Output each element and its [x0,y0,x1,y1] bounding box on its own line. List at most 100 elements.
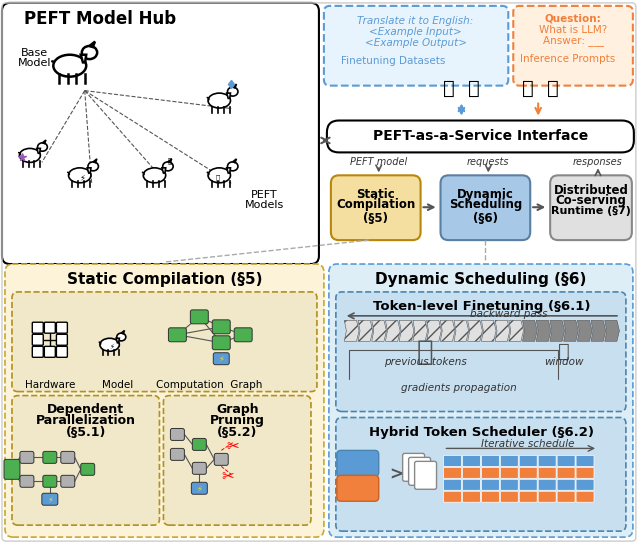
Text: Pruning: Pruning [210,414,264,427]
FancyBboxPatch shape [234,328,252,342]
FancyBboxPatch shape [324,6,508,85]
Polygon shape [233,159,236,163]
FancyBboxPatch shape [336,292,626,411]
Polygon shape [550,320,564,341]
FancyBboxPatch shape [170,448,184,460]
FancyBboxPatch shape [193,438,206,450]
FancyBboxPatch shape [463,467,481,478]
FancyBboxPatch shape [32,335,44,345]
FancyBboxPatch shape [500,467,518,478]
Text: Model: Model [18,58,52,67]
Ellipse shape [163,162,173,171]
Polygon shape [564,320,579,341]
Text: <Example Input>: <Example Input> [369,27,462,37]
Text: 👑: 👑 [167,157,172,164]
Text: PEFT: PEFT [251,190,277,200]
Text: requests: requests [467,157,509,168]
Polygon shape [90,41,95,47]
Polygon shape [162,168,166,173]
Text: Compilation: Compilation [336,197,415,211]
Text: PEFT model: PEFT model [350,157,407,168]
Polygon shape [42,140,46,144]
FancyBboxPatch shape [576,467,594,478]
Polygon shape [577,320,592,341]
FancyBboxPatch shape [61,452,75,463]
FancyBboxPatch shape [42,493,58,505]
Text: ⚡: ⚡ [218,354,224,363]
Text: Graph: Graph [216,403,259,416]
FancyBboxPatch shape [519,455,537,466]
Text: Runtime (§7): Runtime (§7) [551,206,631,216]
FancyBboxPatch shape [463,455,481,466]
Polygon shape [413,320,428,341]
Ellipse shape [88,162,99,171]
Polygon shape [168,159,172,163]
FancyBboxPatch shape [44,347,55,357]
FancyBboxPatch shape [191,483,207,494]
Polygon shape [81,55,86,63]
FancyBboxPatch shape [44,322,55,333]
Text: backward pass: backward pass [470,309,547,319]
Text: previous tokens: previous tokens [384,357,467,367]
Text: Dynamic: Dynamic [457,188,514,201]
FancyBboxPatch shape [337,475,379,501]
FancyBboxPatch shape [440,175,530,240]
Text: gradients propagation: gradients propagation [401,382,516,393]
FancyBboxPatch shape [403,453,424,481]
FancyBboxPatch shape [20,452,34,463]
Text: (§5.1): (§5.1) [65,426,106,439]
Polygon shape [605,320,620,341]
Text: Computation  Graph: Computation Graph [156,380,262,390]
Polygon shape [233,84,236,88]
FancyBboxPatch shape [519,491,537,502]
FancyBboxPatch shape [557,455,575,466]
FancyBboxPatch shape [190,310,208,324]
Text: ⚡: ⚡ [196,484,202,493]
FancyBboxPatch shape [557,479,575,490]
FancyBboxPatch shape [538,479,556,490]
FancyBboxPatch shape [463,491,481,502]
FancyBboxPatch shape [463,479,481,490]
FancyBboxPatch shape [500,479,518,490]
Text: Token-level Finetuning (§6.1): Token-level Finetuning (§6.1) [372,300,590,313]
Polygon shape [227,168,230,173]
FancyBboxPatch shape [193,462,206,474]
Polygon shape [481,320,496,341]
FancyBboxPatch shape [481,491,499,502]
Text: Static Compilation (§5): Static Compilation (§5) [67,273,262,287]
FancyBboxPatch shape [557,467,575,478]
Polygon shape [122,331,125,333]
Polygon shape [87,168,91,173]
FancyBboxPatch shape [408,458,431,485]
Text: Dynamic Scheduling (§6): Dynamic Scheduling (§6) [374,273,586,287]
FancyBboxPatch shape [500,455,518,466]
Text: Translate it to English:: Translate it to English: [358,16,474,26]
Ellipse shape [227,87,238,96]
Text: window: window [545,357,584,367]
Text: Base: Base [21,48,49,58]
Polygon shape [495,320,510,341]
FancyBboxPatch shape [4,459,20,479]
Polygon shape [344,320,359,341]
Ellipse shape [116,333,126,341]
Text: Dependent: Dependent [47,403,124,416]
FancyBboxPatch shape [214,453,228,465]
Ellipse shape [38,143,47,151]
Text: ⌣: ⌣ [558,342,570,361]
FancyBboxPatch shape [81,463,95,475]
Text: Static: Static [356,188,395,201]
FancyBboxPatch shape [213,353,229,364]
Text: (§6): (§6) [473,212,498,225]
Polygon shape [93,159,97,163]
FancyBboxPatch shape [538,467,556,478]
FancyBboxPatch shape [444,479,461,490]
FancyBboxPatch shape [43,475,57,487]
Text: Scheduling: Scheduling [449,197,522,211]
FancyBboxPatch shape [500,491,518,502]
Text: What is LLM?: What is LLM? [539,25,607,35]
Polygon shape [591,320,605,341]
Text: 🦙: 🦙 [443,79,454,98]
FancyBboxPatch shape [336,417,626,531]
Text: Inference Prompts: Inference Prompts [520,54,616,64]
Ellipse shape [143,168,166,183]
